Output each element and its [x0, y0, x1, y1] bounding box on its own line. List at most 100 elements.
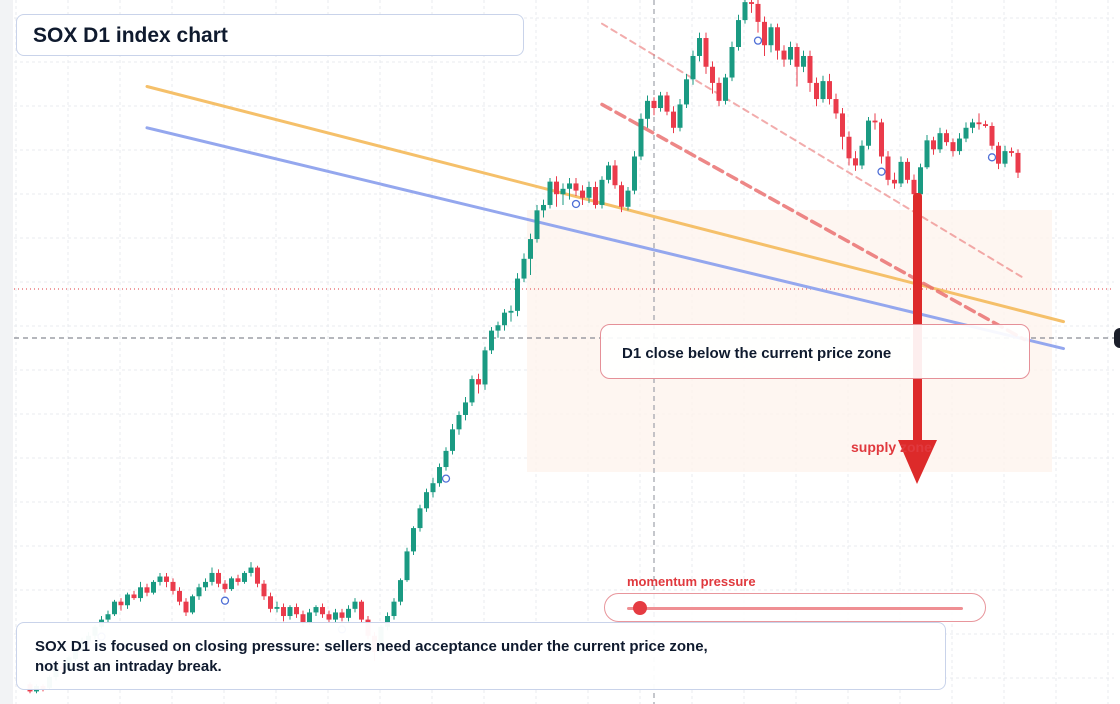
candle [320, 603, 325, 618]
candle-body [476, 379, 481, 385]
candle-body [814, 82, 819, 100]
signal-marker [877, 167, 886, 176]
candle [703, 32, 709, 74]
candle-body [352, 601, 358, 609]
candle [612, 160, 618, 189]
candle [710, 61, 715, 94]
candle [677, 99, 683, 132]
candle [690, 50, 696, 85]
candle [859, 140, 865, 170]
candle [560, 183, 566, 205]
candle [456, 411, 462, 435]
candle-body [729, 47, 735, 78]
price-zone-callout: D1 close below the current price zone [600, 324, 1030, 379]
candle [632, 151, 637, 195]
candle-body [287, 607, 293, 617]
candle [1009, 147, 1014, 157]
candle [684, 73, 689, 109]
candle [619, 181, 624, 213]
candlesticks [27, 0, 1021, 694]
supply-zone-label: supply zone [851, 439, 932, 455]
candle-body [170, 581, 176, 591]
candle [534, 204, 540, 243]
momentum-gauge[interactable] [604, 593, 986, 622]
signal-marker [441, 474, 451, 483]
candle-body [450, 429, 455, 451]
momentum-gauge-knob[interactable] [633, 601, 648, 615]
candle [268, 592, 273, 613]
candle [801, 50, 806, 73]
candle-body [677, 104, 683, 128]
candle [515, 273, 520, 317]
candle [495, 321, 501, 338]
candle-body [827, 81, 832, 100]
candle [853, 151, 858, 171]
candle [196, 583, 202, 600]
candle-body [138, 587, 143, 599]
candle-body [872, 120, 878, 123]
candle [905, 158, 910, 184]
candle-body [528, 239, 533, 259]
candle [248, 562, 254, 577]
candle [281, 603, 286, 622]
candle-body [255, 567, 260, 584]
candle [528, 233, 533, 275]
candle-body [1009, 151, 1014, 153]
candle-body [190, 596, 195, 613]
candle-body [658, 95, 663, 109]
candle [716, 77, 722, 107]
candle-body [775, 27, 780, 51]
candle [222, 580, 228, 593]
candle [216, 569, 221, 588]
candle-body [781, 50, 787, 60]
chart-title: SOX D1 index chart [33, 24, 228, 47]
candle-body [716, 82, 722, 101]
candle [125, 592, 130, 609]
candle-body [970, 122, 975, 128]
candle-body [573, 183, 579, 191]
candle [255, 565, 260, 588]
candle-body [801, 55, 806, 67]
candle [892, 172, 897, 189]
candle [736, 14, 741, 51]
candle-body [859, 145, 865, 166]
candle-body [723, 77, 728, 101]
candle-body [846, 136, 852, 159]
candle-body [749, 2, 754, 4]
price-scale-handle-icon[interactable] [1114, 328, 1120, 348]
candle [957, 133, 962, 155]
candle [151, 580, 156, 595]
candle [450, 423, 455, 455]
candle-body [632, 156, 637, 191]
candle-body [807, 55, 813, 83]
candle [339, 608, 345, 622]
candle [840, 108, 845, 150]
signal-marker [753, 36, 763, 45]
candle-body [885, 156, 891, 180]
candle [983, 120, 988, 128]
candle-body [209, 572, 215, 582]
candle-body [385, 616, 390, 627]
candle-body [911, 179, 917, 195]
candle-body [105, 614, 111, 620]
candle [482, 346, 488, 390]
left-axis-strip [0, 0, 13, 704]
candle [567, 178, 572, 200]
candle-body [456, 414, 462, 430]
candle-body [333, 612, 338, 620]
candle [606, 161, 611, 184]
candle [898, 156, 904, 188]
candle-body [151, 581, 156, 593]
candle [417, 504, 423, 532]
candle-body [950, 142, 956, 152]
candle-body [788, 47, 793, 60]
candle [963, 122, 969, 143]
candle [437, 463, 442, 487]
candle-body [274, 607, 280, 609]
candle-body [879, 122, 884, 157]
candle [294, 603, 299, 618]
candle-body [430, 483, 436, 493]
candle-body [937, 133, 943, 150]
candle [430, 477, 436, 498]
candle [989, 122, 995, 150]
